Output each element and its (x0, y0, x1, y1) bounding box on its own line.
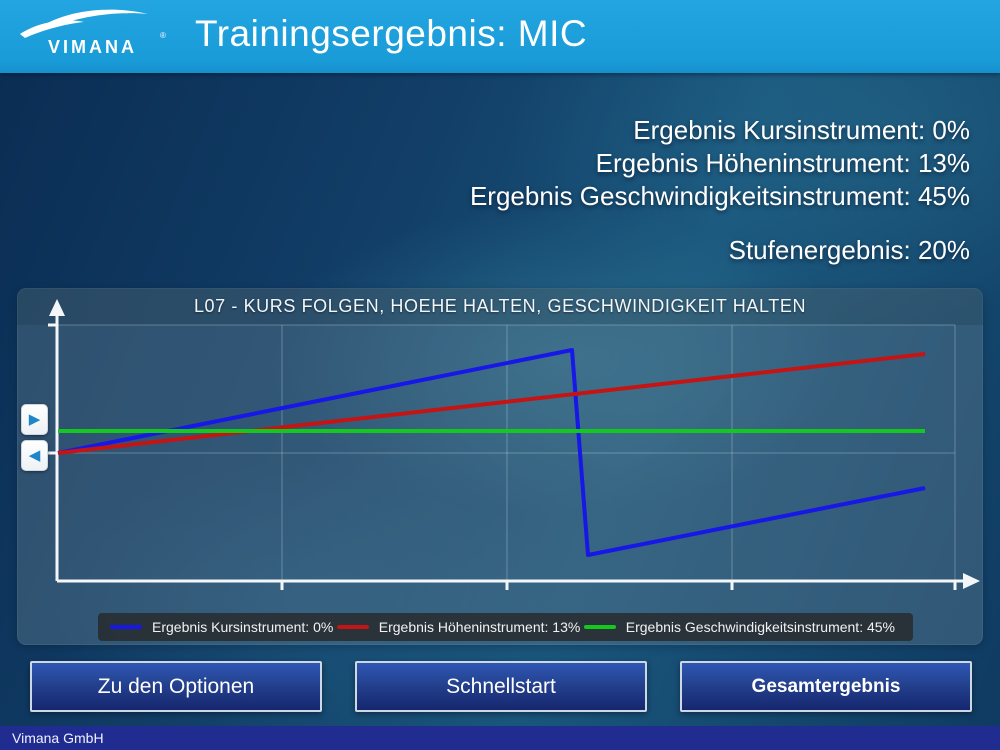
y-axis-arrow-icon (49, 299, 65, 316)
header-bar: VIMANA ® Trainingsergebnis: MIC (0, 0, 1000, 73)
step-forward-button[interactable]: ▶ (21, 404, 48, 435)
options-button[interactable]: Zu den Optionen (30, 661, 322, 712)
result-line-kurs: Ergebnis Kursinstrument: 0% (633, 115, 970, 145)
legend-item-hoehe: Ergebnis Höheninstrument: 13% (336, 619, 581, 635)
chart-title: L07 - KURS FOLGEN, HOEHE HALTEN, GESCHWI… (193, 296, 807, 316)
forward-icon: ▶ (28, 411, 41, 428)
legend-item-kurs: Ergebnis Kursinstrument: 0% (110, 619, 333, 635)
registered-trademark-icon: ® (160, 31, 166, 40)
company-name: Vimana GmbH (12, 730, 104, 746)
result-line-hoehe: Ergebnis Höheninstrument: 13% (595, 148, 970, 178)
logo-swoosh-icon (20, 9, 148, 38)
quickstart-button[interactable]: Schnellstart (355, 661, 647, 712)
chart-line-0 (57, 348, 926, 557)
legend-swatch-green (583, 625, 616, 629)
x-axis-arrow-icon (963, 573, 980, 589)
result-line-geschwindigkeit: Ergebnis Geschwindigkeitsinstrument: 45% (469, 181, 970, 211)
stage-result-line: Stufenergebnis: 20% (728, 235, 970, 265)
overall-result-button[interactable]: Gesamtergebnis (680, 661, 972, 712)
chart-legend: Ergebnis Kursinstrument: 0% Ergebnis Höh… (98, 613, 913, 641)
chart-axes (55, 314, 965, 583)
step-back-button[interactable]: ◀ (21, 440, 48, 471)
page-title: Trainingsergebnis: MIC (195, 13, 588, 54)
action-button-row: Zu den Optionen Schnellstart Gesamtergeb… (30, 661, 972, 712)
chart-series-layer (57, 348, 926, 557)
back-icon: ◀ (28, 447, 41, 464)
legend-label: Ergebnis Kursinstrument: 0% (152, 619, 334, 635)
chart-gridlines (57, 324, 956, 580)
legend-swatch-blue (110, 625, 142, 629)
legend-label: Ergebnis Geschwindigkeitsinstrument: 45% (625, 619, 895, 635)
chart-line-1 (57, 352, 926, 455)
chart-panel: L07 - KURS FOLGEN, HOEHE HALTEN, GESCHWI… (17, 288, 983, 645)
chart-axis-ticks (48, 323, 957, 590)
footer-bar: Vimana GmbH (0, 726, 1000, 750)
vimana-logo: VIMANA ® (18, 5, 168, 67)
results-summary: Ergebnis Kursinstrument: 0% Ergebnis Höh… (470, 114, 970, 267)
chart-svg (48, 299, 980, 590)
chart-title-strip: L07 - KURS FOLGEN, HOEHE HALTEN, GESCHWI… (17, 288, 983, 325)
legend-label: Ergebnis Höheninstrument: 13% (378, 619, 581, 635)
legend-item-geschwindigkeit: Ergebnis Geschwindigkeitsinstrument: 45% (583, 619, 895, 635)
legend-swatch-red (336, 625, 369, 629)
logo-brand-text: VIMANA (48, 37, 137, 57)
